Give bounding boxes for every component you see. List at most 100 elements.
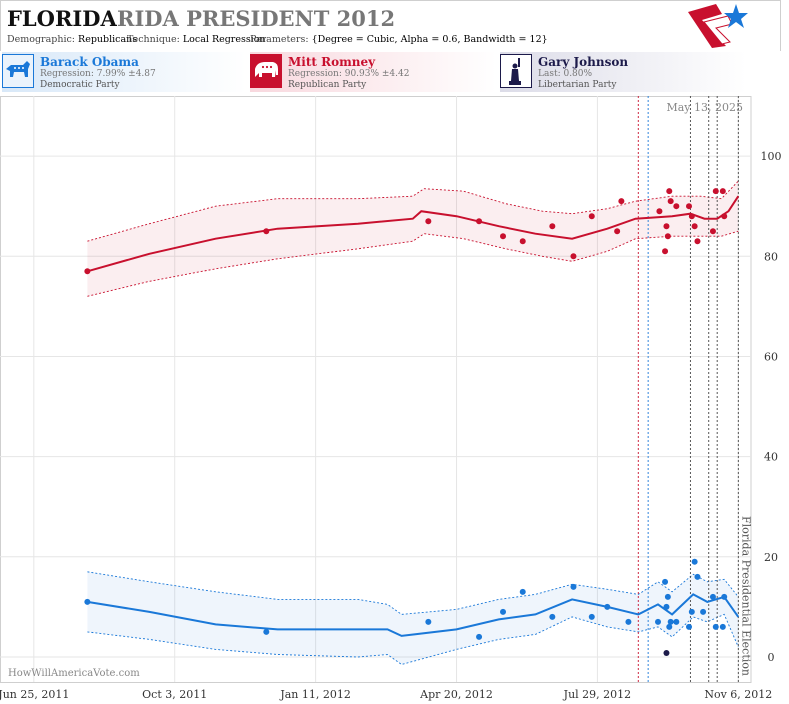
- polling-chart: Jun 25, 2011 Oct 3, 2011 Jan 11, 2012 Apr 2…: [0, 96, 782, 701]
- candidate-card-romney: Mitt Romney Regression: 90.93% ±4.42 Rep…: [250, 52, 496, 92]
- candidate-party: Democratic Party: [40, 80, 120, 90]
- mitt-romney-poll-point: [618, 198, 625, 205]
- mitt-romney-poll-point: [84, 268, 91, 275]
- barack-obama-poll-point: [666, 623, 673, 630]
- mitt-romney-poll-point: [709, 228, 716, 235]
- barack-obama-poll-point: [263, 628, 270, 635]
- barack-obama-poll-point: [604, 603, 611, 610]
- parameters-label: Parameters:: [250, 34, 309, 45]
- barack-obama-upper-bound: [87, 571, 739, 615]
- candidate-party: Libertarian Party: [538, 80, 617, 90]
- mitt-romney-poll-point: [476, 218, 483, 225]
- demographic-info: Demographic: Republicans: [7, 34, 137, 45]
- barack-obama-poll-point: [719, 623, 726, 630]
- y-tick-label: 80: [764, 250, 778, 263]
- y-tick-label: 20: [764, 551, 778, 564]
- demographic-label: Demographic:: [7, 34, 76, 45]
- technique-value: Local Regression: [182, 34, 266, 45]
- mitt-romney-poll-point: [656, 208, 663, 215]
- mitt-romney-poll-point: [570, 253, 577, 260]
- x-tick-label: Jul 29, 2012: [563, 688, 632, 701]
- barack-obama-poll-point: [662, 578, 669, 585]
- barack-obama-poll-point: [691, 558, 698, 565]
- barack-obama-poll-point: [549, 613, 556, 620]
- barack-obama-poll-point: [519, 588, 526, 595]
- mitt-romney-poll-point: [588, 213, 595, 220]
- x-tick-label: Jan 11, 2012: [279, 688, 351, 701]
- page-title-state: FLORIDA: [7, 6, 117, 31]
- candidate-card-johnson: Gary Johnson Last: 0.80% Libertarian Par…: [500, 52, 746, 92]
- plot-frame: [0, 96, 752, 683]
- mitt-romney-poll-point: [688, 213, 695, 220]
- barack-obama-poll-point: [84, 598, 91, 605]
- mitt-romney-lower-bound: [87, 230, 739, 297]
- barack-obama-poll-point: [476, 633, 483, 640]
- mitt-romney-poll-point: [663, 223, 670, 230]
- candidate-stat: Regression: 7.99% ±4.87: [40, 69, 156, 79]
- barack-obama-poll-point: [588, 613, 595, 620]
- candidate-name: Gary Johnson: [538, 55, 629, 69]
- mitt-romney-poll-point: [719, 188, 726, 195]
- mitt-romney-poll-point: [691, 223, 698, 230]
- barack-obama-poll-point: [570, 583, 577, 590]
- mitt-romney-trend-line: [87, 195, 740, 273]
- barack-obama-lower-bound: [87, 613, 739, 665]
- candidate-party: Republican Party: [288, 80, 367, 90]
- donkey-icon: [2, 54, 34, 88]
- candidate-name: Barack Obama: [40, 55, 139, 69]
- mitt-romney-poll-point: [694, 238, 701, 245]
- barack-obama-poll-point: [664, 593, 671, 600]
- mitt-romney-poll-point: [549, 223, 556, 230]
- x-tick-label: Nov 6, 2012: [704, 688, 772, 701]
- y-tick-label: 60: [764, 350, 778, 363]
- mitt-romney-poll-point: [500, 233, 507, 240]
- barack-obama-poll-point: [700, 608, 707, 615]
- barack-obama-poll-point: [673, 618, 680, 625]
- barack-obama-poll-point: [500, 608, 507, 615]
- barack-obama-poll-point: [686, 623, 693, 630]
- site-credit: HowWillAmericaVote.com: [8, 668, 140, 679]
- barack-obama-confidence-band: [87, 571, 739, 665]
- barack-obama-trend-line: [87, 593, 740, 637]
- statue-of-liberty-icon: [500, 54, 532, 88]
- mitt-romney-poll-point: [686, 203, 693, 210]
- mitt-romney-poll-point: [519, 238, 526, 245]
- mitt-romney-poll-point: [667, 198, 674, 205]
- candidate-name: Mitt Romney: [288, 55, 376, 69]
- technique-info: Technique: Local Regression: [127, 34, 266, 45]
- site-logo: [688, 4, 748, 48]
- barack-obama-poll-point: [663, 603, 670, 610]
- barack-obama-poll-point: [688, 608, 695, 615]
- elephant-icon: [250, 54, 282, 88]
- y-tick-label: 100: [761, 150, 782, 163]
- parameters-info: Parameters: {Degree = Cubic, Alpha = 0.6…: [250, 34, 548, 45]
- technique-label: Technique:: [127, 34, 180, 45]
- demographic-value: Republicans: [78, 34, 138, 45]
- mitt-romney-poll-point: [666, 188, 673, 195]
- barack-obama-poll-point: [712, 623, 719, 630]
- x-tick-label: Oct 3, 2011: [142, 688, 207, 701]
- parameters-value: {Degree = Cubic, Alpha = 0.6, Bandwidth …: [311, 34, 548, 45]
- barack-obama-poll-point: [667, 618, 674, 625]
- candidate-stat: Last: 0.80%: [538, 69, 593, 79]
- gary-johnson-poll-point: [663, 649, 670, 656]
- mitt-romney-poll-point: [263, 228, 270, 235]
- barack-obama-poll-point: [709, 593, 716, 600]
- barack-obama-poll-point: [625, 618, 632, 625]
- candidate-card-obama: Barack Obama Regression: 7.99% ±4.87 Dem…: [2, 52, 246, 92]
- mitt-romney-poll-point: [662, 248, 669, 255]
- mitt-romney-poll-point: [673, 203, 680, 210]
- barack-obama-poll-point: [655, 618, 662, 625]
- election-label: Florida Presidential Election: [739, 516, 752, 676]
- barack-obama-poll-point: [694, 573, 701, 580]
- candidate-stat: Regression: 90.93% ±4.42: [288, 69, 410, 79]
- header-frame: [0, 0, 781, 51]
- mitt-romney-poll-point: [712, 188, 719, 195]
- barack-obama-poll-point: [425, 618, 432, 625]
- barack-obama-poll-point: [721, 593, 728, 600]
- y-tick-label: 40: [764, 451, 778, 464]
- y-tick-label: 0: [768, 651, 775, 664]
- mitt-romney-poll-point: [425, 218, 432, 225]
- mitt-romney-poll-point: [664, 233, 671, 240]
- mitt-romney-poll-point: [721, 213, 728, 220]
